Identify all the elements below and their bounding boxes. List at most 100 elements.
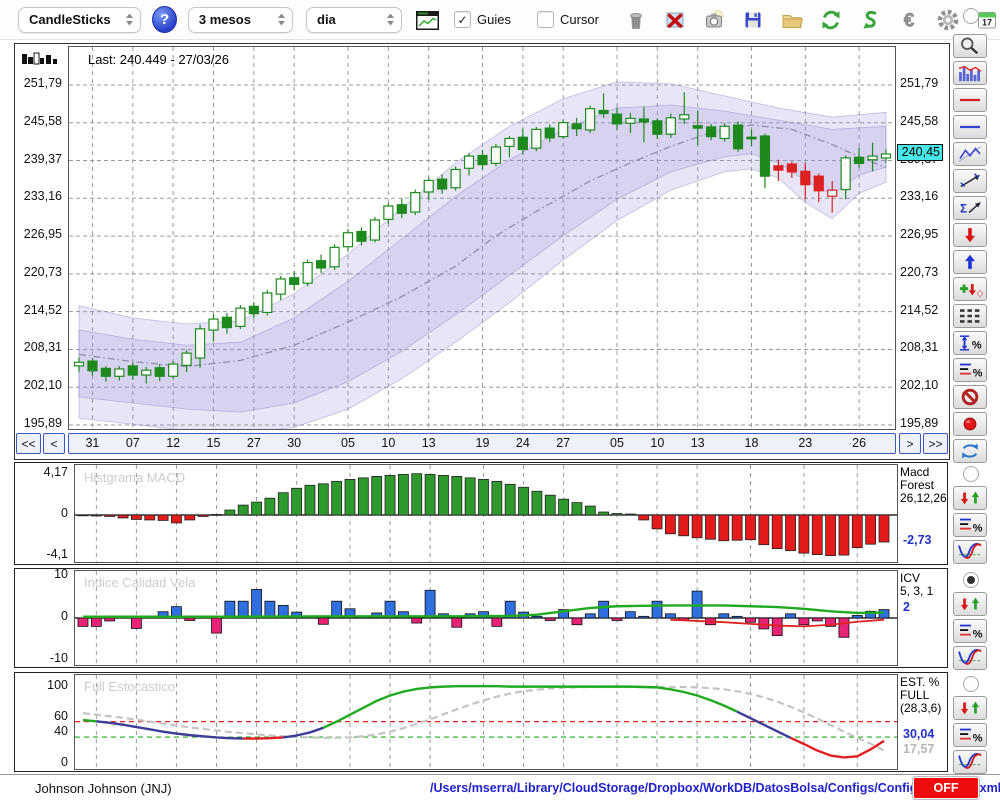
settings-button[interactable] xyxy=(935,6,961,33)
sync-button[interactable] xyxy=(953,439,987,463)
volume-chart-button[interactable] xyxy=(953,61,987,85)
price-axis-label-right: 208,31 xyxy=(900,340,939,355)
stochastic-plot-area[interactable] xyxy=(74,674,898,770)
icv-panel-radio[interactable] xyxy=(963,572,979,588)
disable-button[interactable] xyxy=(953,385,987,409)
calendar-button[interactable]: 17 xyxy=(974,6,1000,33)
macd-updown-button[interactable] xyxy=(953,486,987,510)
range-percent-button[interactable]: % xyxy=(953,331,987,355)
reload-button[interactable] xyxy=(857,6,883,33)
period-value: 3 mesos xyxy=(198,12,251,27)
svg-text:%: % xyxy=(973,522,983,534)
trendline-button[interactable] xyxy=(953,169,987,193)
add-signal-button[interactable] xyxy=(953,277,987,301)
chevron-updown-icon xyxy=(277,13,286,26)
help-button[interactable]: ? xyxy=(152,6,177,33)
macd-axis-label: 0 xyxy=(61,506,68,520)
volume-histogram-icon[interactable] xyxy=(20,49,62,67)
off-toggle-button[interactable]: OFF xyxy=(912,776,980,800)
price-axis-label-left: 202,10 xyxy=(23,378,62,393)
save-button[interactable] xyxy=(740,6,766,33)
vertical-percent-icon: % xyxy=(960,335,982,351)
record-button[interactable] xyxy=(953,412,987,436)
date-axis-label: 24 xyxy=(515,436,530,450)
icv-percent-button[interactable]: % xyxy=(953,619,987,643)
main-chart-radio[interactable] xyxy=(963,8,979,24)
date-axis-label: 10 xyxy=(650,436,665,450)
currency-button[interactable]: € xyxy=(896,6,922,33)
chart-type-select[interactable]: CandleSticks xyxy=(18,6,142,33)
cursor-checkbox[interactable]: Cursor xyxy=(536,11,599,28)
price-axis-label-left: 251,79 xyxy=(23,76,62,90)
red-green-arrows-icon xyxy=(960,491,980,505)
levels-button[interactable] xyxy=(953,304,987,328)
sigma-trendline-button[interactable]: Σ xyxy=(953,196,987,220)
trash-button[interactable] xyxy=(623,6,649,33)
macd-params-line: Macd xyxy=(900,465,930,479)
icv-axis-label: 10 xyxy=(54,567,68,581)
icv-plot-area[interactable] xyxy=(74,570,898,666)
stochastic-updown-button[interactable] xyxy=(953,696,987,720)
top-toolbar: CandleSticks ? 3 mesos dia ✓ Guies Curso… xyxy=(0,0,1000,40)
delete-chart-button[interactable] xyxy=(662,6,688,33)
macd-panel-radio[interactable] xyxy=(963,466,979,482)
svg-text:%: % xyxy=(973,732,983,744)
snapshot-button[interactable] xyxy=(701,6,727,33)
sell-arrow-button[interactable] xyxy=(953,223,987,247)
stochastic-params-line: EST. % xyxy=(900,675,940,689)
dashed-lines-icon xyxy=(960,309,980,323)
icv-updown-button[interactable] xyxy=(953,592,987,616)
guies-checkbox[interactable]: ✓ Guies xyxy=(454,11,511,28)
refresh-button[interactable] xyxy=(818,6,844,33)
chart-type-value: CandleSticks xyxy=(29,12,111,27)
scroll-last-button[interactable]: >> xyxy=(923,433,948,454)
stochastic-curves-button[interactable] xyxy=(953,750,987,774)
icv-params: ICV 5, 3, 1 xyxy=(900,572,933,598)
svg-text:%: % xyxy=(973,367,983,379)
macd-params-line: Forest xyxy=(900,478,935,492)
buy-arrow-button[interactable] xyxy=(953,250,987,274)
stochastic-panel-radio[interactable] xyxy=(963,676,979,692)
macd-axis-label: 4,17 xyxy=(43,464,68,479)
icv-chart-canvas[interactable] xyxy=(75,571,897,665)
blue-line-button[interactable] xyxy=(953,115,987,139)
scroll-next-button[interactable]: > xyxy=(899,433,921,454)
price-axis-label-right: 251,79 xyxy=(900,76,939,90)
date-axis-label: 05 xyxy=(341,436,355,450)
scroll-first-button[interactable]: << xyxy=(16,433,41,454)
macd-percent-button[interactable]: % xyxy=(953,513,987,537)
icv-params-line: 5, 3, 1 xyxy=(900,584,934,598)
price-axis-label-left: 233,16 xyxy=(23,189,62,204)
red-line-icon xyxy=(960,98,980,102)
period-select[interactable]: 3 mesos xyxy=(187,6,293,33)
macd-curves-button[interactable] xyxy=(953,540,987,564)
macd-chart-canvas[interactable] xyxy=(75,465,897,562)
price-axis-label-left: 214,52 xyxy=(23,302,62,317)
mini-chart-window-button[interactable] xyxy=(415,6,440,33)
icv-curves-button[interactable] xyxy=(953,646,987,670)
stochastic-chart-canvas[interactable] xyxy=(75,675,897,769)
open-button[interactable] xyxy=(779,6,805,33)
lines-percent-button[interactable]: % xyxy=(953,358,987,382)
stochastic-percent-button[interactable]: % xyxy=(953,723,987,747)
price-axis-label-right: 226,95 xyxy=(900,227,939,242)
macd-panel xyxy=(14,462,948,565)
time-scrollbar[interactable]: 31 07 12 15 27 30 05 10 13 19 24 27 05 10 13 18 23 26 xyxy=(68,433,896,454)
curves-icon xyxy=(958,648,982,665)
price-axis-label-right: 220,73 xyxy=(900,264,939,279)
price-chart-canvas[interactable] xyxy=(69,47,895,434)
icv-title: Indice Calidad Vela xyxy=(84,575,196,590)
stochastic-panel xyxy=(14,672,948,772)
blue-up-arrow-icon xyxy=(965,254,975,269)
date-axis-label: 07 xyxy=(125,436,140,450)
channel-button[interactable] xyxy=(953,142,987,166)
zigzag-channel-icon xyxy=(958,146,982,162)
red-line-button[interactable] xyxy=(953,88,987,112)
zoom-button[interactable] xyxy=(953,34,987,58)
scroll-prev-button[interactable]: < xyxy=(43,433,65,454)
interval-select[interactable]: dia xyxy=(306,6,403,33)
macd-plot-area[interactable] xyxy=(74,464,898,563)
stochastic-params-line: FULL xyxy=(900,688,930,702)
price-plot-area[interactable] xyxy=(68,46,896,434)
price-axis-label-right: 202,10 xyxy=(900,378,939,393)
